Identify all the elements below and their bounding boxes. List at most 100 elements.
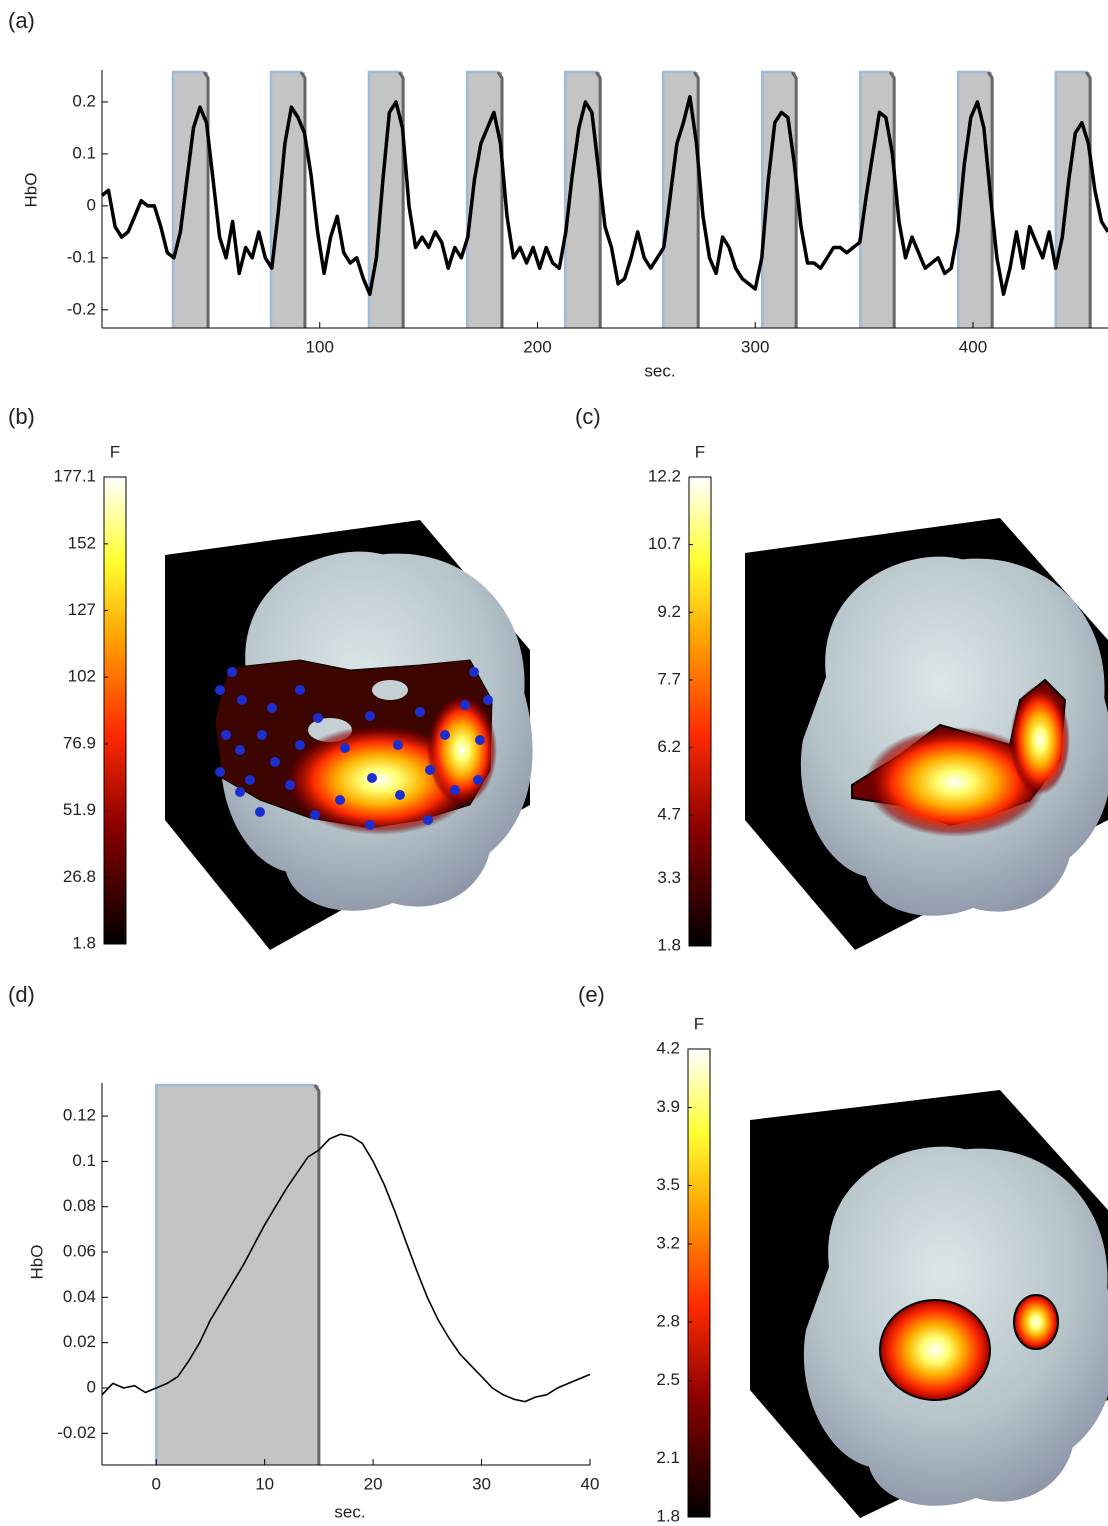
panel-label: (b) xyxy=(8,404,35,429)
optode xyxy=(235,745,245,755)
block-edge xyxy=(1084,71,1092,328)
y-tick-label: -0.02 xyxy=(57,1423,96,1442)
panel-label: (c) xyxy=(575,404,601,429)
optode xyxy=(255,807,265,817)
block-edge xyxy=(171,70,205,328)
optode xyxy=(423,815,433,825)
y-tick-label: -0.1 xyxy=(67,247,96,266)
panel-label: (d) xyxy=(8,982,35,1007)
x-tick-label: 10 xyxy=(255,1474,274,1493)
y-tick-label: 0.2 xyxy=(72,91,96,110)
colorbar-tick-label: 9.2 xyxy=(657,602,681,621)
block-edge xyxy=(1054,70,1087,328)
x-tick-label: 200 xyxy=(523,337,551,356)
colorbar-tick-label: 12.2 xyxy=(648,466,681,485)
colorbar-tick-label: 7.7 xyxy=(657,669,681,688)
x-tick-label: 0 xyxy=(151,1474,160,1493)
optode xyxy=(340,743,350,753)
colorbar-tick-label: 4.2 xyxy=(656,1038,680,1057)
data-line xyxy=(100,95,1108,296)
y-axis-label: HbO xyxy=(27,1245,46,1280)
optode xyxy=(310,810,320,820)
block-edge xyxy=(692,71,700,328)
colorbar-tick-label: 3.2 xyxy=(656,1233,680,1252)
colorbar-tick-label: 152 xyxy=(68,533,96,552)
block-edge xyxy=(496,71,504,328)
x-tick-label: 30 xyxy=(472,1474,491,1493)
stimulus-block xyxy=(1055,72,1091,328)
colorbar-label: F xyxy=(110,442,120,461)
colorbar-label: F xyxy=(695,442,705,461)
x-tick-label: 400 xyxy=(959,337,987,356)
optode xyxy=(393,740,403,750)
block-edge xyxy=(956,70,989,328)
block-edge xyxy=(397,71,405,328)
y-tick-label: 0.12 xyxy=(63,1106,96,1125)
colorbar-tick-label: 76.9 xyxy=(63,733,96,752)
optode xyxy=(285,780,295,790)
optode xyxy=(395,790,405,800)
y-tick-label: 0.04 xyxy=(63,1287,96,1306)
activation-blob xyxy=(865,727,1045,837)
colorbar-tick-label: 2.8 xyxy=(656,1311,680,1330)
optode xyxy=(475,735,485,745)
y-tick-label: 0.02 xyxy=(63,1332,96,1351)
activation-blob xyxy=(427,695,497,805)
brain-view-b xyxy=(165,520,533,950)
panel-label: (e) xyxy=(578,982,605,1007)
y-tick-label: 0.1 xyxy=(72,1151,96,1170)
x-axis-label: sec. xyxy=(644,361,675,380)
y-tick-label: 0.08 xyxy=(63,1196,96,1215)
colorbar-tick-label: 3.5 xyxy=(656,1175,680,1194)
optode xyxy=(483,695,493,705)
optode xyxy=(460,700,470,710)
colorbar-tick-label: 51.9 xyxy=(63,800,96,819)
block-edge xyxy=(367,70,400,328)
optode xyxy=(227,667,237,677)
y-tick-label: 0.06 xyxy=(63,1242,96,1261)
optodes xyxy=(215,667,493,830)
optode xyxy=(235,787,245,797)
optode xyxy=(415,707,425,717)
colorbar-label: F xyxy=(694,1014,704,1033)
optode xyxy=(365,711,375,721)
colorbar-tick-label: 2.5 xyxy=(656,1370,680,1389)
data-line xyxy=(101,1133,591,1403)
y-tick-label: 0 xyxy=(87,195,96,214)
optode xyxy=(313,713,323,723)
colorbar-tick-label: 10.7 xyxy=(648,534,681,553)
brain-view-e xyxy=(750,1090,1108,1518)
block-edge xyxy=(594,71,602,328)
activation-blob xyxy=(1013,1294,1059,1350)
y-tick-label: 0 xyxy=(87,1377,96,1396)
block-edge xyxy=(269,70,301,328)
optode xyxy=(469,667,479,677)
colorbar-tick-label: 3.9 xyxy=(656,1097,680,1116)
block-edge xyxy=(986,71,994,328)
block-edge xyxy=(790,71,798,328)
colorbar xyxy=(688,476,712,947)
block-edge xyxy=(888,71,896,328)
x-tick-label: 300 xyxy=(741,337,769,356)
optode xyxy=(221,730,231,740)
colorbar-tick-label: 4.7 xyxy=(657,805,681,824)
y-tick-label: -0.2 xyxy=(67,299,96,318)
block-edge xyxy=(313,1084,321,1465)
colorbar xyxy=(687,1048,711,1518)
optode xyxy=(295,740,305,750)
colorbar-tick-label: 127 xyxy=(68,600,96,619)
y-axis-label: HbO xyxy=(21,173,40,208)
optode xyxy=(270,757,280,767)
optode xyxy=(473,775,483,785)
x-axis-label: sec. xyxy=(334,1502,365,1521)
block-edge xyxy=(154,1083,315,1465)
optode xyxy=(335,795,345,805)
optode xyxy=(425,765,435,775)
panel-label: (a) xyxy=(8,8,35,33)
y-tick-label: 0.1 xyxy=(72,143,96,162)
activation-blob xyxy=(879,1299,991,1401)
band-hole xyxy=(372,680,408,700)
colorbar-tick-label: 1.8 xyxy=(656,1506,680,1525)
activation-blob xyxy=(1010,685,1070,795)
